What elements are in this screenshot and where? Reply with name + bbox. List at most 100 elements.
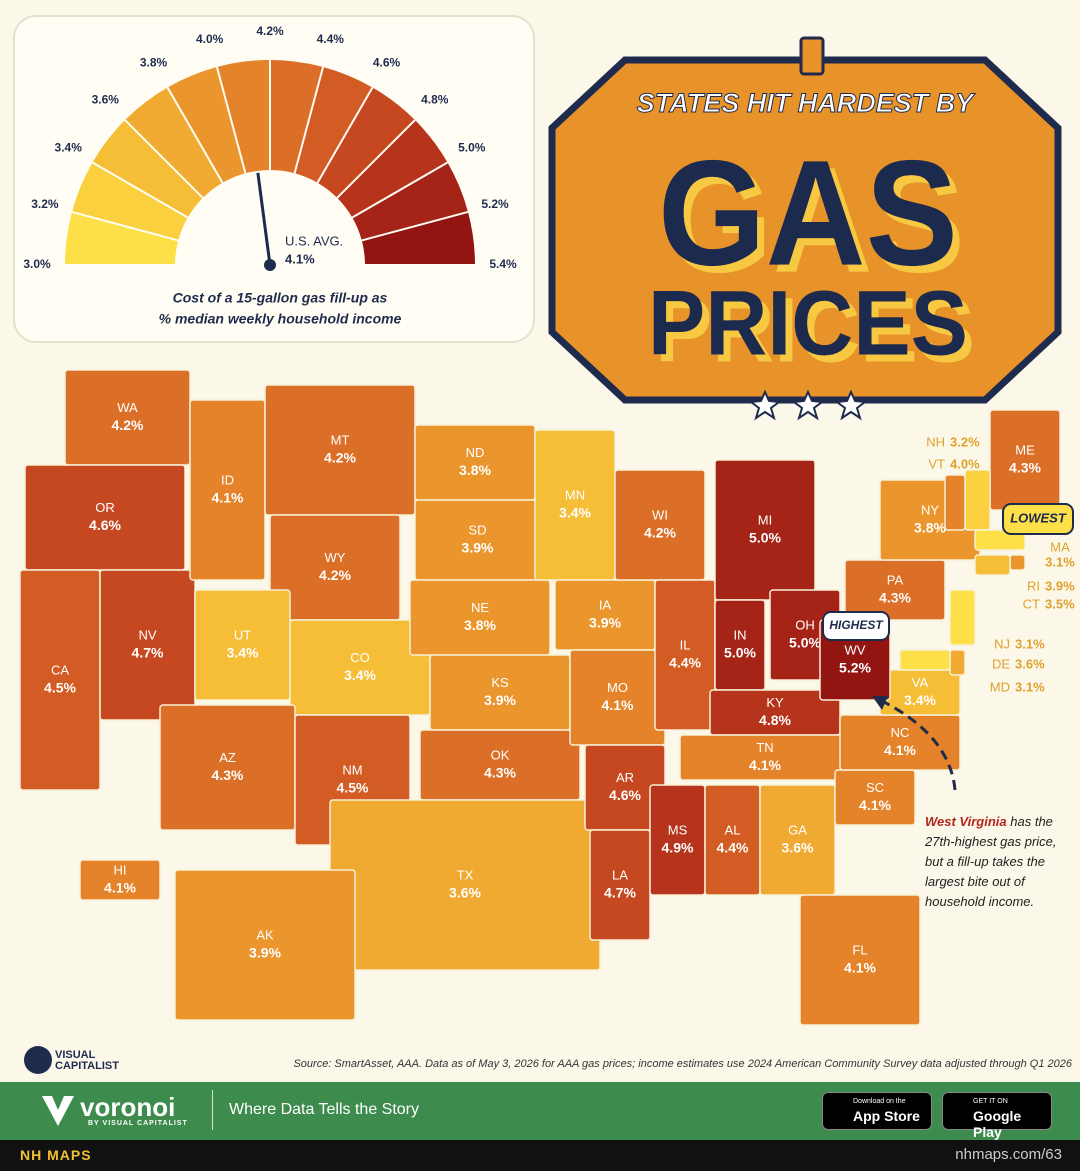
state-abbr: CO [350, 650, 370, 665]
gauge-tick [336, 119, 416, 199]
gauge-segment [270, 60, 324, 174]
state-value: 3.4% [227, 645, 259, 661]
gauge-tick [361, 210, 469, 242]
gauge-tick-label: 3.6% [92, 92, 120, 106]
app-store-button[interactable]: Download on the App Store [822, 1092, 932, 1130]
footer-tagline: Where Data Tells the Story [212, 1090, 419, 1130]
state-value: 3.1% [1015, 636, 1045, 651]
title-badge [548, 56, 1062, 404]
state-value: 3.9% [1045, 578, 1075, 593]
state-value: 3.1% [1045, 554, 1075, 569]
state-value: 4.6% [89, 517, 121, 533]
app-store-small: Download on the [853, 1098, 906, 1105]
annotation: West Virginia has the 27th-highest gas p… [925, 812, 1075, 912]
state-abbr: AR [616, 770, 634, 785]
state [974, 554, 1011, 576]
gauge-segment [71, 162, 188, 241]
state-abbr: VT [928, 456, 945, 471]
us-avg-label: U.S. AVG. [285, 233, 343, 248]
highest-label: HIGHEST [829, 618, 884, 632]
maps-url[interactable]: nhmaps.com/63 [955, 1146, 1062, 1163]
state-abbr: WI [652, 507, 668, 522]
state-value: 3.1% [1015, 679, 1045, 694]
state-value: 4.0% [950, 456, 980, 471]
state-abbr: NJ [994, 636, 1010, 651]
annotation-bold: West Virginia [925, 814, 1007, 829]
state-abbr: KS [491, 675, 509, 690]
needle-hub [264, 259, 276, 271]
state-value: 4.1% [859, 797, 891, 813]
stars [748, 389, 868, 421]
gauge-segment [125, 87, 223, 198]
gauge-tick-label: 3.8% [140, 55, 168, 69]
arrow-head [872, 696, 888, 710]
gauge-segment [167, 66, 246, 183]
state-abbr: MI [758, 512, 772, 527]
state-value: 4.7% [604, 885, 636, 901]
lowest-callout [1002, 503, 1074, 535]
state-abbr: CA [51, 662, 69, 677]
state-abbr: NE [471, 600, 489, 615]
footer-logo: voronoi [80, 1092, 176, 1122]
gauge-segment [92, 120, 203, 218]
state-abbr: MS [668, 822, 688, 837]
gauge-segment [352, 162, 469, 241]
state-abbr: NY [921, 502, 939, 517]
maps-brand: NH MAPS [20, 1147, 92, 1163]
state [174, 869, 356, 1021]
state-abbr: OH [795, 617, 815, 632]
google-play-button[interactable]: GET IT ON Google Play [942, 1092, 1052, 1140]
state-abbr: WV [845, 642, 866, 657]
state-value: 4.1% [212, 490, 244, 506]
state-value: 4.1% [884, 742, 916, 758]
state-abbr: UT [234, 627, 251, 642]
state [899, 649, 951, 671]
state-value: 3.5% [1045, 596, 1075, 611]
gauge-segment [294, 66, 373, 183]
footer-logo-sub: BY VISUAL CAPITALIST [88, 1120, 188, 1127]
state-value: 3.9% [249, 945, 281, 961]
gauge-tick-label: 4.4% [317, 32, 345, 46]
gauge-segment [361, 211, 475, 265]
state-abbr: IA [599, 597, 612, 612]
gauge-tick-label: 5.4% [489, 257, 517, 271]
state-abbr: NM [342, 762, 362, 777]
state-abbr: CT [1023, 596, 1040, 611]
gauge-tick-label: 4.8% [421, 92, 449, 106]
state-value: 4.4% [717, 840, 749, 856]
infographic: 3.0% 3.2% 3.4% 3.6% 3.8% 4.0% 4.2% 4.4% 4.6% 4.8%… [13, 15, 1075, 1074]
gauge-caption: % median weekly household income [159, 311, 402, 327]
lowest-label: LOWEST [1010, 510, 1067, 525]
app-store-label: App Store [853, 1108, 920, 1124]
state [799, 894, 921, 1026]
state-abbr: ND [466, 445, 485, 460]
state-abbr: MT [331, 432, 350, 447]
state-value: 3.4% [559, 505, 591, 521]
state-abbr: TN [756, 740, 773, 755]
gauge-tick [71, 210, 179, 242]
annotation-text: has the 27th-highest gas price, but a fi… [925, 814, 1057, 909]
state-value: 4.2% [112, 417, 144, 433]
state-abbr: MN [565, 487, 585, 502]
source: Source: SmartAsset, AAA. Data as of May … [293, 1058, 1072, 1070]
state-abbr: NV [138, 627, 156, 642]
state-value: 4.1% [749, 757, 781, 773]
gauge-tick-label: 4.6% [373, 55, 401, 69]
state-abbr: SC [866, 780, 884, 795]
title-main: PRICES [648, 272, 968, 374]
gauge-tick-label: 4.2% [256, 24, 284, 38]
gauge-caption: Cost of a 15-gallon gas fill-up as [173, 290, 388, 306]
state-value: 4.9% [662, 840, 694, 856]
footer-bar: voronoi BY VISUAL CAPITALIST Where Data … [0, 1082, 1080, 1140]
gauge-tick [316, 86, 374, 184]
vc-logo [24, 1046, 52, 1074]
gauge: 3.0% 3.2% 3.4% 3.6% 3.8% 4.0% 4.2% 4.4% 4.6% 4.8%… [23, 24, 517, 271]
state-value: 3.9% [484, 692, 516, 708]
state-value: 3.8% [464, 617, 496, 633]
state-value: 4.3% [212, 767, 244, 783]
state-abbr: PA [887, 572, 904, 587]
gauge-tick-label: 3.2% [31, 197, 59, 211]
state-value: 3.6% [1015, 656, 1045, 671]
state-value: 4.2% [644, 525, 676, 541]
